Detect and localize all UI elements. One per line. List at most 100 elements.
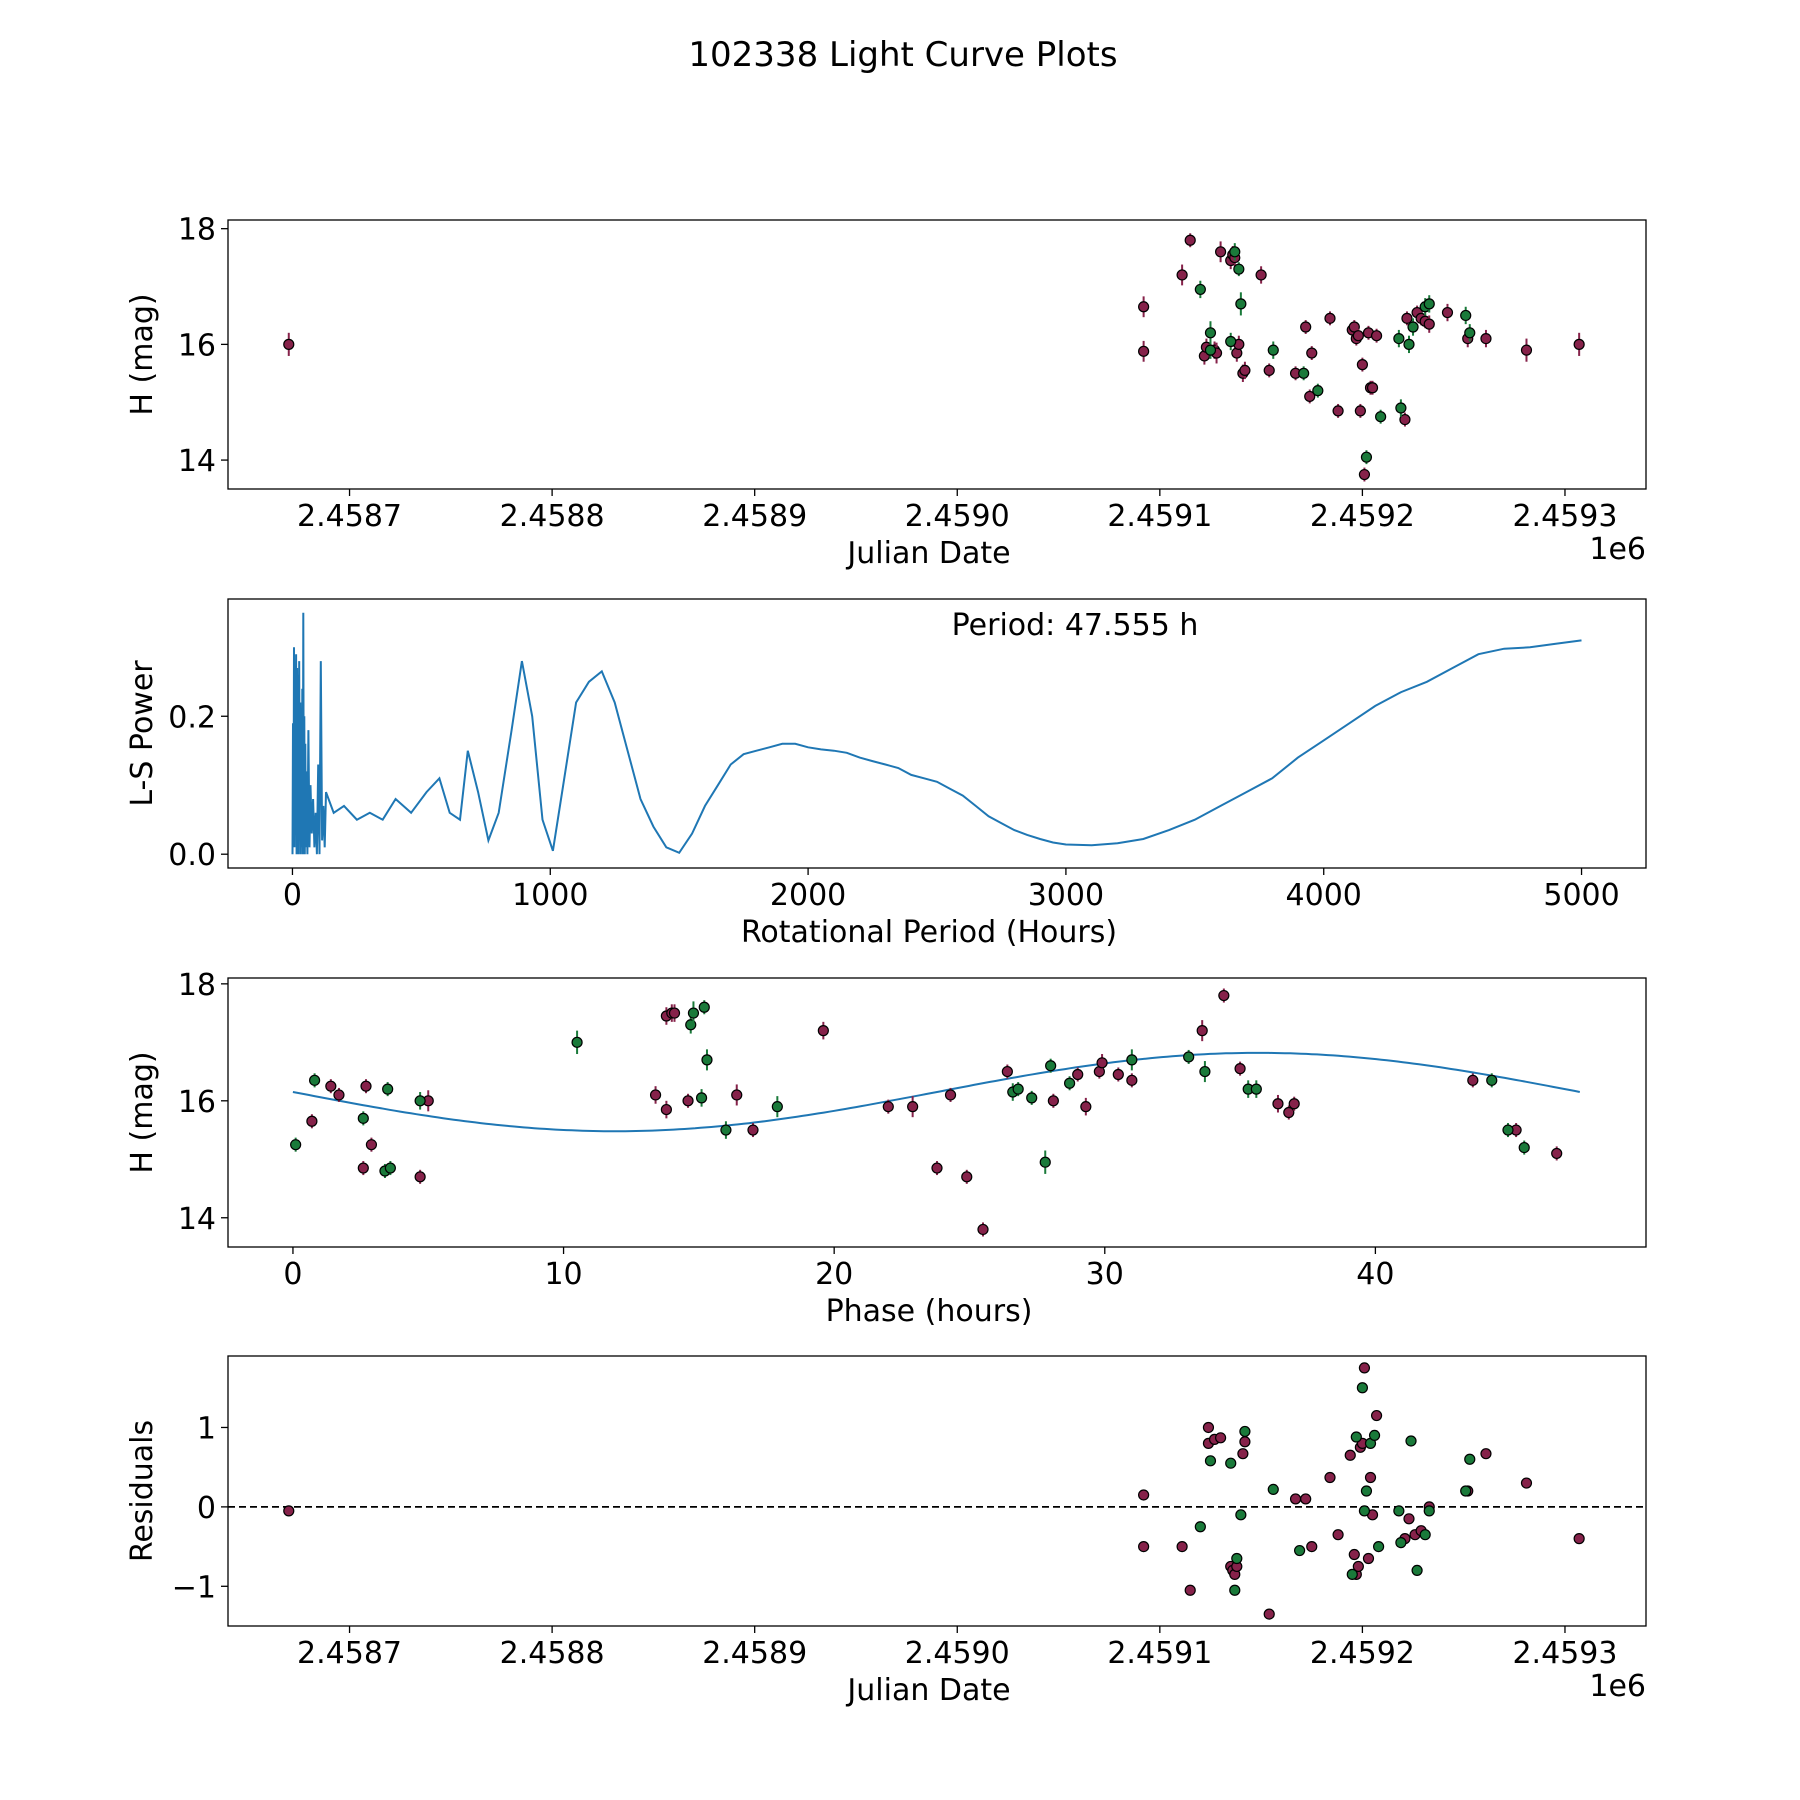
jd-ytick-label: 18 — [178, 213, 216, 248]
period-annotation: Period: 47.555 h — [952, 608, 1199, 643]
jd-point-purple — [1358, 468, 1371, 481]
jd-xtick-label: 2.4589 — [702, 499, 807, 534]
ls-xtick-label: 2000 — [770, 878, 846, 913]
resid-ytick-label: 0 — [197, 1491, 216, 1526]
phase-point-green — [384, 1162, 396, 1174]
jd-point-purple — [1138, 301, 1150, 313]
phase-point-purple — [1047, 1095, 1059, 1107]
phase-point-green — [571, 1036, 583, 1048]
resid-point-green — [1405, 1435, 1417, 1447]
phase-point-green — [1502, 1124, 1514, 1136]
resid-point-green — [1235, 1509, 1247, 1521]
jd-xlabel: Julian Date — [845, 536, 1010, 571]
phase-point-green — [414, 1095, 426, 1107]
phase-point-purple — [682, 1095, 694, 1107]
resid-point-green — [1360, 1485, 1373, 1497]
resid-point-green — [1231, 1552, 1243, 1565]
phase-point-green — [720, 1124, 732, 1136]
phase-point-purple — [907, 1101, 919, 1113]
phase-point-green — [1063, 1077, 1076, 1089]
phase-point-purple — [414, 1171, 426, 1183]
resid-point-green — [1419, 1529, 1431, 1541]
ls-xlabel: Rotational Period (Hours) — [741, 915, 1117, 950]
jd-panel: 2.4587 2.4588 2.4589 2.4590 2.4591 2.4592 2.45… — [125, 213, 1647, 571]
resid-point-purple — [1138, 1489, 1150, 1501]
phase-point-purple — [333, 1089, 345, 1101]
resid-point-green — [1356, 1382, 1369, 1394]
resid-point-green — [1358, 1505, 1371, 1517]
resid-point-purple — [1176, 1540, 1188, 1553]
jd-point-purple — [1401, 312, 1413, 324]
jd-point-purple — [1300, 321, 1312, 333]
resid-point-purple — [1239, 1436, 1251, 1448]
jd-point-green — [1423, 298, 1435, 310]
jd-point-purple — [1354, 405, 1366, 417]
phase-point-purple — [1112, 1068, 1124, 1081]
resid-xtick-label: 2.4592 — [1310, 1636, 1415, 1671]
jd-point-purple — [283, 338, 295, 350]
phase-point-green — [290, 1139, 302, 1151]
phase-point-purple — [1096, 1057, 1108, 1069]
resid-point-green — [1423, 1505, 1435, 1517]
phase-point-purple — [1080, 1101, 1092, 1113]
phase-point-purple — [1126, 1074, 1138, 1086]
phase-xtick-label: 40 — [1356, 1257, 1394, 1292]
phase-xtick-label: 10 — [544, 1257, 582, 1292]
resid-point-green — [1373, 1540, 1385, 1553]
jd-point-purple — [1370, 330, 1383, 342]
resid-point-purple — [1237, 1448, 1249, 1460]
jd-point-purple — [1573, 338, 1585, 350]
resid-plot-area — [228, 1362, 1646, 1620]
jd-point-green — [1298, 367, 1310, 379]
resid-point-purple — [1138, 1540, 1150, 1553]
phase-point-green — [1199, 1065, 1211, 1078]
jd-xtick-label: 2.4590 — [905, 499, 1010, 534]
resid-point-purple — [1184, 1584, 1196, 1596]
resid-axes-frame — [227, 1355, 1647, 1627]
phase-point-green — [701, 1054, 713, 1066]
jd-plot-area — [283, 233, 1585, 482]
ls-ytick-label: 0.0 — [168, 838, 216, 873]
resid-point-green — [1225, 1457, 1237, 1469]
resid-point-green — [1368, 1429, 1381, 1442]
resid-xlabel: Julian Date — [845, 1673, 1010, 1708]
jd-point-purple — [1366, 382, 1379, 394]
jd-point-purple — [1352, 330, 1364, 342]
phase-point-green — [1183, 1051, 1195, 1063]
resid-xtick-label: 2.4591 — [1107, 1636, 1212, 1671]
resid-point-purple — [1573, 1533, 1585, 1545]
jd-axes-frame — [227, 219, 1647, 490]
phase-point-purple — [365, 1139, 378, 1151]
resid-point-purple — [1300, 1493, 1312, 1505]
phase-point-purple — [325, 1080, 337, 1092]
phase-point-purple — [1218, 989, 1230, 1002]
jd-point-green — [1403, 338, 1415, 350]
phase-xtick-label: 20 — [815, 1257, 853, 1292]
phase-point-green — [1518, 1141, 1530, 1154]
jd-point-purple — [1520, 344, 1533, 356]
resid-point-purple — [1202, 1421, 1215, 1434]
resid-x-offset-label: 1e6 — [1589, 1669, 1646, 1704]
phase-point-purple — [731, 1089, 743, 1101]
resid-point-purple — [1362, 1552, 1375, 1565]
figure-title: 102338 Light Curve Plots — [688, 35, 1117, 75]
resid-point-purple — [1263, 1608, 1275, 1620]
phase-axes-frame — [227, 977, 1647, 1248]
phase-point-green — [1486, 1074, 1498, 1086]
resid-point-green — [1464, 1453, 1476, 1465]
phase-point-green — [695, 1092, 708, 1104]
resid-ytick-label: −1 — [172, 1570, 216, 1605]
resid-point-purple — [1289, 1493, 1302, 1505]
phase-point-green — [1039, 1156, 1051, 1168]
phase-point-purple — [1288, 1098, 1300, 1110]
phase-point-purple — [668, 1007, 681, 1019]
jd-point-purple — [1184, 234, 1196, 246]
resid-point-green — [1239, 1425, 1251, 1438]
jd-xtick-label: 2.4587 — [297, 499, 402, 534]
jd-point-purple — [1304, 390, 1316, 403]
phase-point-purple — [944, 1089, 957, 1101]
ls-xtick-label: 3000 — [1028, 878, 1104, 913]
phase-point-purple — [360, 1080, 372, 1092]
jd-point-green — [1225, 335, 1237, 348]
